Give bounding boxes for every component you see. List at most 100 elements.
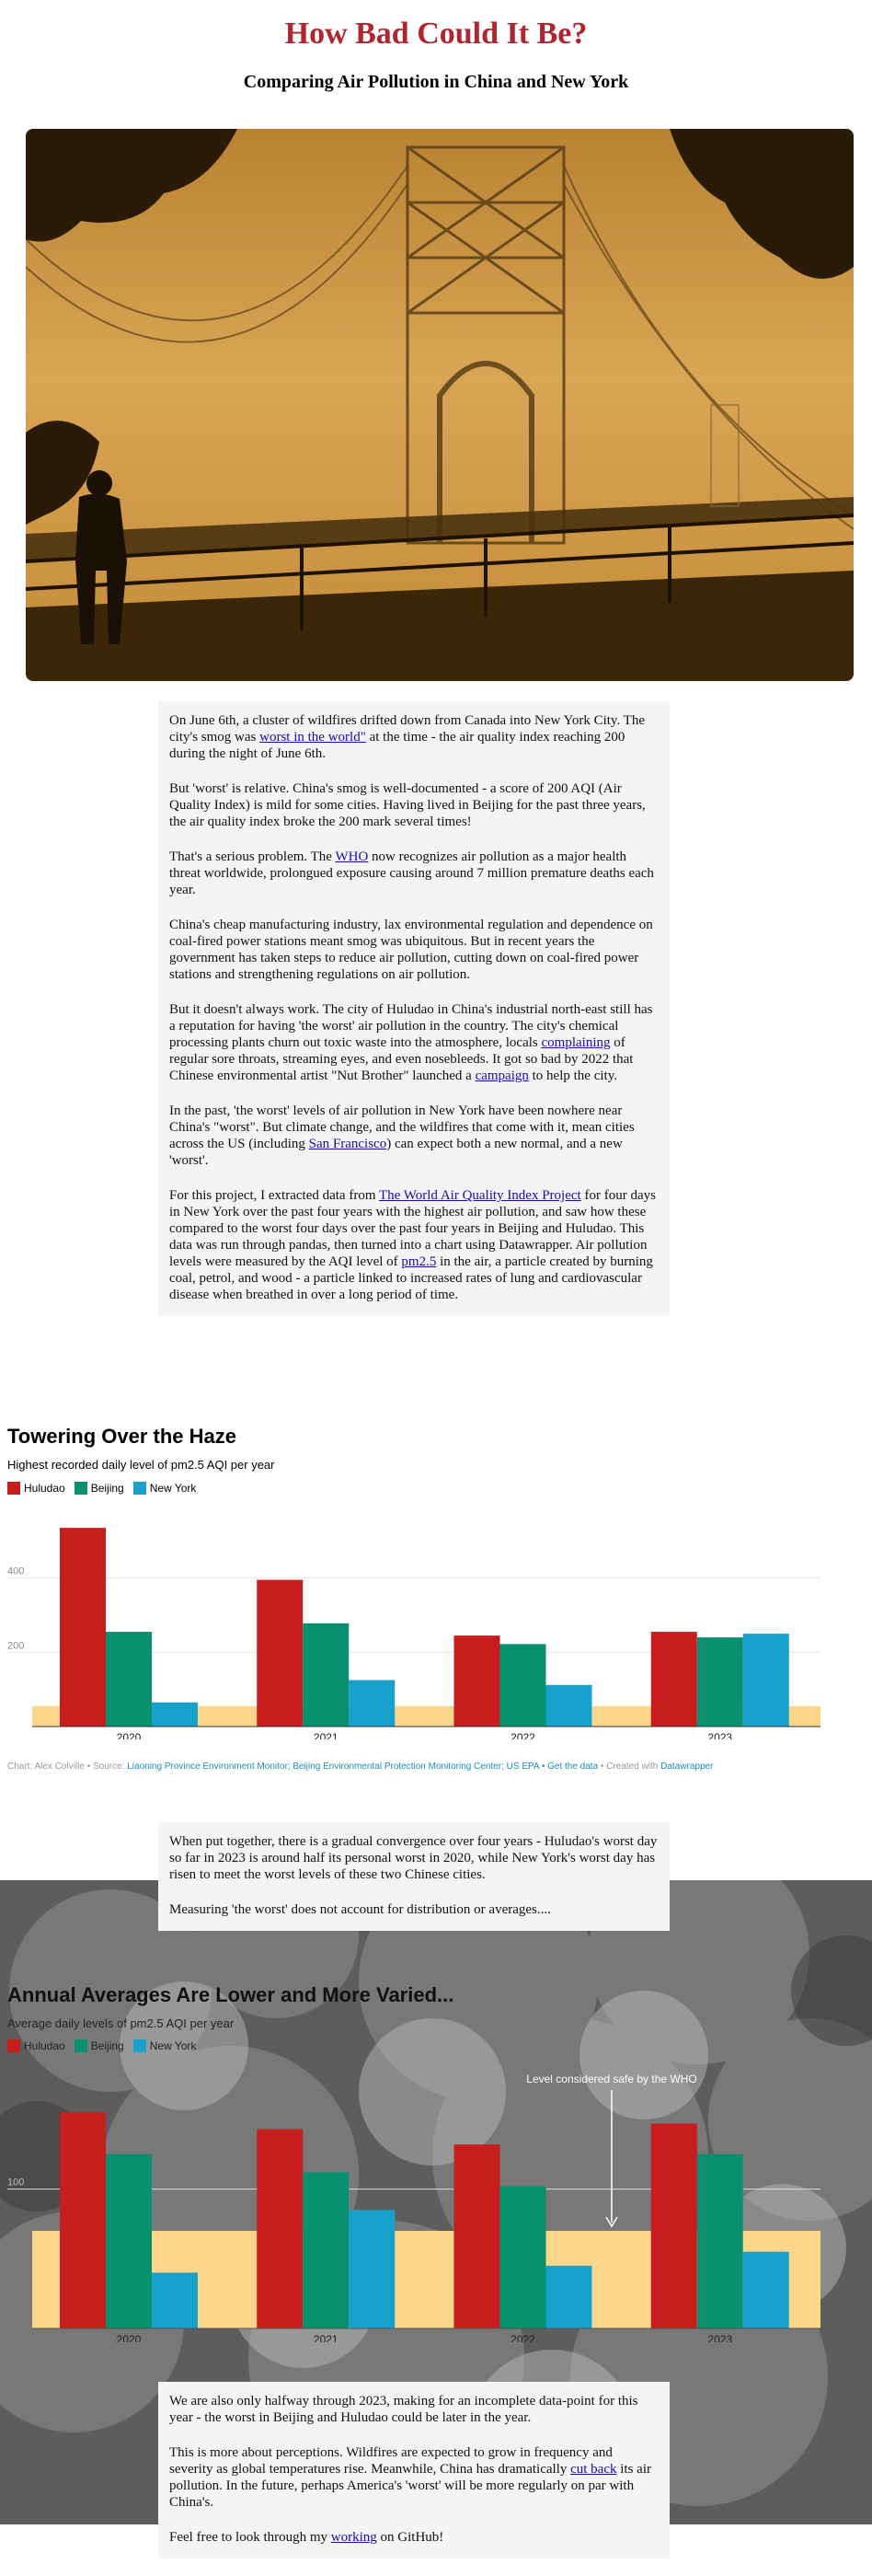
- bar-new-york: [152, 2272, 198, 2328]
- middle-paragraph: When put together, there is a gradual co…: [169, 1834, 658, 1882]
- closing-paragraph: We are also only halfway through 2023, m…: [169, 2394, 638, 2425]
- legend-swatch: [132, 2039, 146, 2052]
- legend-item: Huludao: [7, 2039, 65, 2052]
- bar-beijing: [106, 2154, 152, 2328]
- text-run: Feel free to look through my: [169, 2530, 331, 2545]
- chart2-subtitle: Average daily levels of pm2.5 AQI per ye…: [7, 2016, 235, 2030]
- y-tick-label: 100: [7, 2177, 24, 2189]
- intro-paragraph: In the past, 'the worst' levels of air p…: [169, 1103, 659, 1169]
- intro-paragraph: That's a serious problem. The WHO now re…: [169, 849, 659, 898]
- legend-item: New York: [132, 2039, 197, 2052]
- bar-new-york: [545, 2265, 592, 2328]
- worst-in-the-world-link[interactable]: worst in the world": [259, 730, 366, 745]
- hero-photo-bridge-smog: [26, 129, 854, 681]
- text-run: now recognizes air pollution as a major …: [169, 849, 654, 897]
- bar-new-york: [742, 2251, 789, 2328]
- legend-swatch: [7, 2039, 20, 2052]
- bar-huludao: [650, 2123, 697, 2328]
- intro-paragraph: But 'worst' is relative. China's smog is…: [169, 781, 646, 829]
- campaign-link[interactable]: campaign: [475, 1069, 529, 1083]
- bar-huludao: [257, 1579, 304, 1727]
- arrow-head-icon: [605, 2216, 618, 2228]
- legend-label: New York: [149, 2039, 197, 2052]
- bar-beijing: [106, 1632, 152, 1727]
- x-tick-label: 2021: [314, 1731, 338, 1739]
- x-tick-label: 2020: [117, 2333, 142, 2342]
- san-francisco-link[interactable]: San Francisco: [308, 1137, 387, 1151]
- text-run: But it doesn't always work. The city of …: [169, 1002, 653, 1050]
- chart1-plot: 200 400 2020 2021 2022 2023: [7, 1528, 820, 1739]
- who-link[interactable]: WHO: [335, 849, 369, 864]
- bar-new-york: [349, 2210, 396, 2328]
- intro-paragraph: China's cheap manufacturing industry, la…: [169, 918, 653, 982]
- legend-item: New York: [132, 1482, 197, 1495]
- safe-level-band: [32, 1705, 820, 1727]
- datawrapper-link[interactable]: Datawrapper: [660, 1762, 714, 1772]
- cut-back-link[interactable]: cut back: [570, 2462, 617, 2477]
- bar-beijing: [303, 1623, 350, 1727]
- legend-swatch: [132, 1482, 146, 1495]
- bar-huludao: [60, 1528, 106, 1727]
- chart1-legend: Huludao Beijing New York: [7, 1482, 196, 1495]
- y-tick-label: 400: [7, 1566, 24, 1577]
- github-working-link[interactable]: working: [330, 2530, 377, 2545]
- legend-label: New York: [149, 1482, 197, 1495]
- x-tick-label: 2022: [511, 2333, 535, 2342]
- chart2-plot: 100 2020 2021 2022 2023 Level considered safe…: [7, 2073, 820, 2342]
- text-run: That's a serious problem. The: [169, 849, 336, 864]
- text-run: in the air, a particle created by burnin…: [169, 1254, 653, 1302]
- middle-text: When put together, there is a gradual co…: [158, 1822, 670, 1931]
- legend-swatch: [7, 1482, 20, 1495]
- page-subtitle: Comparing Air Pollution in China and New…: [243, 72, 629, 92]
- bar-new-york: [742, 1634, 789, 1727]
- closing-paragraph: This is more about perceptions. Wildfire…: [169, 2444, 659, 2511]
- text-run: at the time - the air quality index reac…: [169, 730, 625, 761]
- bar-beijing: [696, 1637, 743, 1727]
- text-run: • Created with: [598, 1762, 661, 1772]
- bar-beijing: [696, 2154, 743, 2328]
- chart2-legend: Huludao Beijing New York: [7, 2039, 196, 2052]
- bar-beijing: [499, 2186, 546, 2328]
- text-run: Chart: Alex Colville • Source:: [7, 1762, 128, 1772]
- text-run: ) can expect both a new normal, and a ne…: [169, 1137, 623, 1168]
- complaining-link[interactable]: complaining: [541, 1035, 611, 1050]
- y-tick-label: 200: [7, 1640, 24, 1651]
- legend-label: Beijing: [90, 2039, 124, 2052]
- closing-text: We are also only halfway through 2023, m…: [158, 2382, 670, 2559]
- legend-item: Beijing: [74, 1482, 124, 1495]
- x-tick-label: 2022: [511, 1731, 535, 1739]
- chart1-title: Towering Over the Haze: [7, 1425, 236, 1448]
- text-run: On June 6th, a cluster of wildfires drif…: [169, 713, 645, 745]
- text-run: on GitHub!: [376, 2530, 444, 2545]
- chart1-source-note: Chart: Alex Colville • Source: Liaoning …: [7, 1762, 713, 1772]
- bar-huludao: [453, 2144, 500, 2328]
- waqi-project-link[interactable]: The World Air Quality Index Project: [378, 1188, 581, 1203]
- x-tick-label: 2021: [314, 2333, 338, 2342]
- page-title: How Bad Could It Be?: [284, 17, 588, 51]
- legend-swatch: [74, 1482, 87, 1495]
- chart1-subtitle: Highest recorded daily level of pm2.5 AQ…: [7, 1458, 275, 1472]
- bar-new-york: [349, 1680, 396, 1727]
- bar-huludao: [650, 1632, 697, 1727]
- x-tick-label: 2020: [117, 1731, 142, 1739]
- text-run: for four days in New York over the past …: [169, 1188, 656, 1269]
- x-tick-label: 2023: [707, 2333, 732, 2342]
- legend-swatch: [74, 2039, 87, 2052]
- bar-new-york: [152, 1702, 198, 1727]
- intro-text: On June 6th, a cluster of wildfires drif…: [158, 701, 670, 1316]
- bar-beijing: [499, 1644, 546, 1727]
- intro-paragraph: On June 6th, a cluster of wildfires drif…: [169, 712, 659, 762]
- legend-label: Huludao: [24, 1482, 65, 1495]
- text-run: of regular sore throats, streaming eyes,…: [169, 1035, 634, 1083]
- bar-huludao: [257, 2129, 304, 2328]
- source-links[interactable]: Liaoning Province Environment Monitor; B…: [127, 1762, 599, 1772]
- bar-huludao: [60, 2112, 106, 2328]
- pm25-link[interactable]: pm2.5: [401, 1254, 437, 1269]
- intro-paragraph: But it doesn't always work. The city of …: [169, 1001, 659, 1084]
- text-run: This is more about perceptions. Wildfire…: [169, 2445, 613, 2477]
- bar-new-york: [545, 1684, 592, 1727]
- text-run: its air pollution. In the future, perhap…: [169, 2462, 651, 2510]
- bar-huludao: [453, 1635, 500, 1727]
- text-run: For this project, I extracted data from: [169, 1188, 379, 1203]
- legend-label: Huludao: [24, 2039, 65, 2052]
